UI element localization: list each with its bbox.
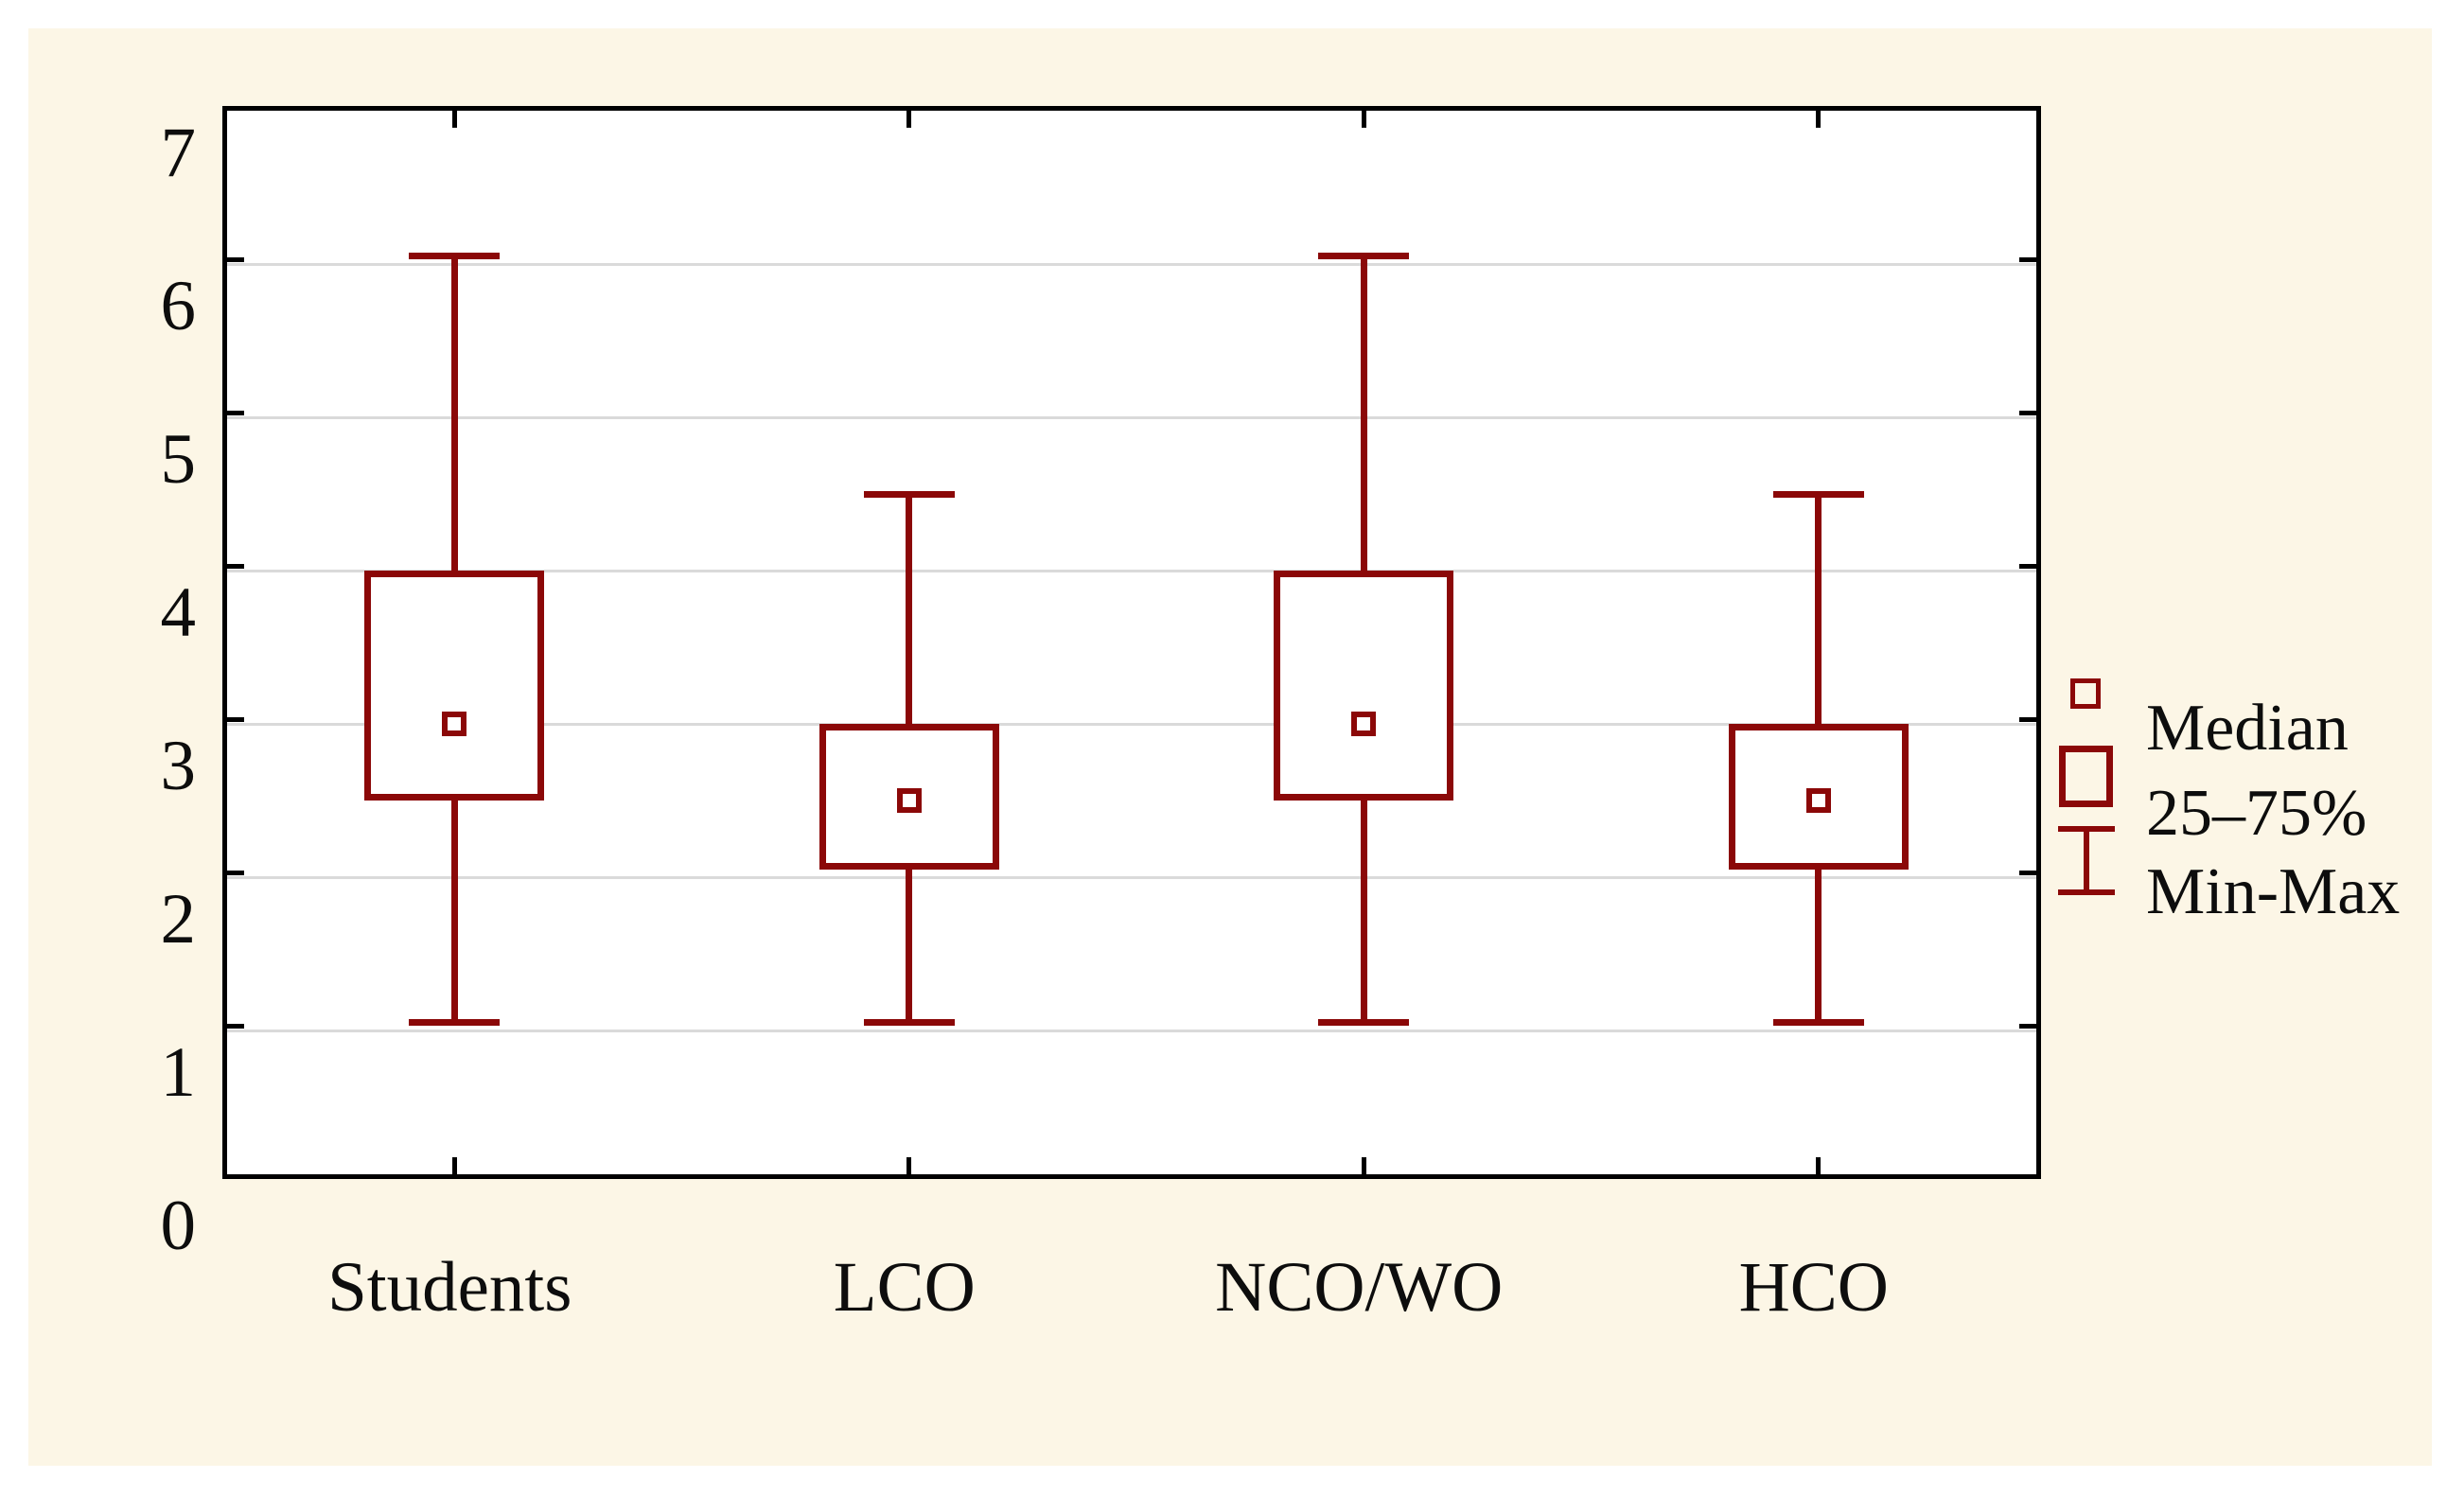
x-tick-bottom — [1816, 1157, 1822, 1174]
median-marker — [1805, 788, 1831, 813]
category-label: HCO — [1738, 1248, 1889, 1327]
category-label: NCO/WO — [1215, 1248, 1504, 1327]
category-label: Students — [327, 1248, 572, 1327]
whisker-max-cap — [1318, 253, 1410, 260]
y-tick-right — [2019, 410, 2036, 415]
y-tick-label: 4 — [160, 573, 197, 652]
whisker-max-cap — [863, 490, 955, 498]
y-tick-right — [2019, 563, 2036, 569]
y-gridline — [227, 262, 2036, 266]
whisker-min-cap — [1772, 1019, 1864, 1027]
plot-area — [222, 106, 2041, 1179]
legend-iqr-label: 25–75% — [2146, 777, 2367, 850]
y-gridline — [227, 722, 2036, 726]
x-tick-bottom — [1361, 1157, 1366, 1174]
y-gridline — [227, 569, 2036, 572]
y-tick-right — [2019, 1023, 2036, 1029]
y-tick-label: 1 — [160, 1033, 197, 1112]
legend-iqr-box-icon — [2059, 746, 2113, 807]
y-gridline — [227, 415, 2036, 419]
x-tick-top — [1816, 111, 1822, 128]
whisker-min-cap — [1318, 1019, 1410, 1027]
y-tick-label: 0 — [160, 1187, 197, 1265]
median-marker — [442, 712, 467, 736]
y-tick-label: 3 — [160, 727, 197, 805]
whisker-max-cap — [1772, 490, 1864, 498]
y-tick-left — [227, 410, 244, 415]
y-tick-label: 7 — [160, 114, 197, 192]
iqr-box — [1274, 571, 1454, 801]
x-tick-bottom — [451, 1157, 457, 1174]
y-tick-left — [227, 716, 244, 722]
legend-minmax-whisker-icon — [2058, 826, 2115, 895]
y-tick-right — [2019, 256, 2036, 262]
y-tick-label: 5 — [160, 420, 197, 499]
iqr-box — [364, 571, 545, 801]
median-marker — [1351, 712, 1377, 736]
y-tick-right — [2019, 716, 2036, 722]
y-tick-left — [227, 563, 244, 569]
y-gridline — [227, 875, 2036, 879]
x-tick-top — [1361, 111, 1366, 128]
legend-minmax-label: Min-Max — [2146, 855, 2401, 928]
category-label: LCO — [833, 1248, 976, 1327]
legend-median-square-icon — [2070, 678, 2101, 709]
whisker-max-cap — [409, 253, 501, 260]
y-tick-label: 2 — [160, 880, 197, 959]
x-tick-bottom — [906, 1157, 912, 1174]
figure-panel: 0 1 2 3 4 5 6 7 Students LCO NCO/WO HCO Median 25–… — [28, 28, 2432, 1466]
y-tick-label: 6 — [160, 267, 197, 345]
y-tick-left — [227, 1023, 244, 1029]
x-tick-top — [906, 111, 912, 128]
x-tick-top — [451, 111, 457, 128]
legend-median-label: Median — [2146, 692, 2349, 765]
y-gridline — [227, 1029, 2036, 1032]
whisker-stem-icon — [2084, 826, 2089, 895]
whisker-min-cap — [409, 1019, 501, 1027]
median-marker — [896, 788, 922, 813]
whisker-min-cap — [863, 1019, 955, 1027]
y-tick-left — [227, 870, 244, 875]
y-tick-left — [227, 256, 244, 262]
whisker-bottom-cap-icon — [2058, 889, 2115, 895]
y-tick-right — [2019, 870, 2036, 875]
